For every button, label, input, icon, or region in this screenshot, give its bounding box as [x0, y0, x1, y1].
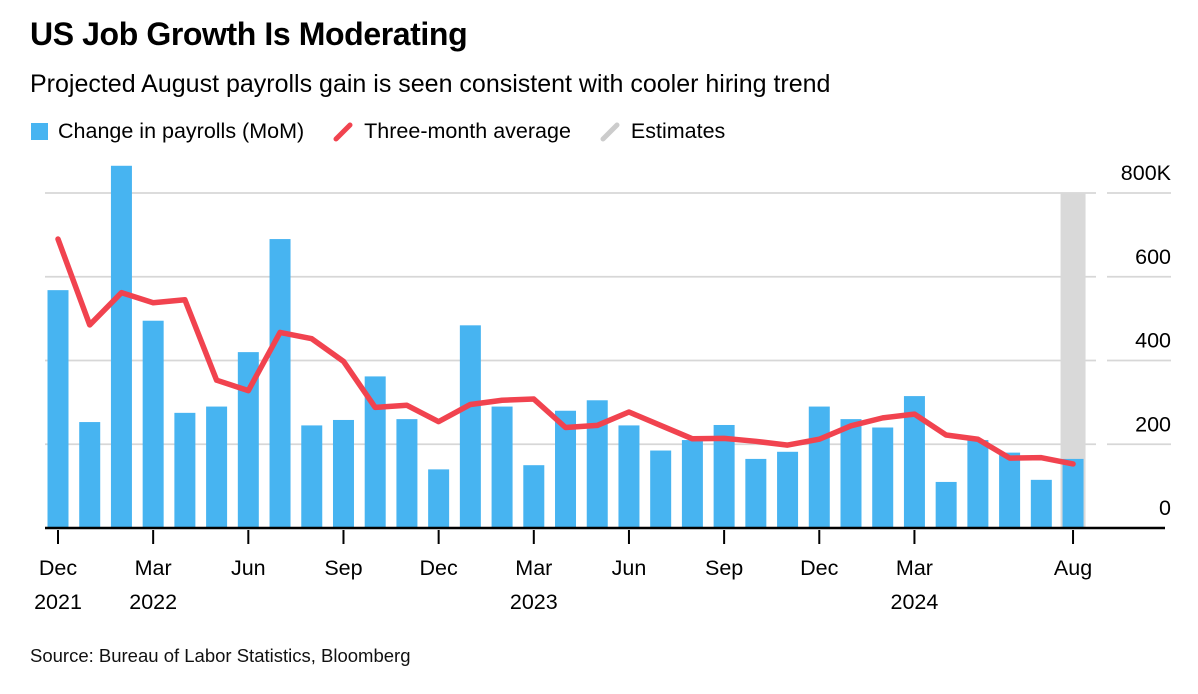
x-axis-year-label: 2021 [34, 590, 82, 614]
payroll-bar [935, 481, 957, 528]
payroll-bar [459, 325, 481, 528]
payroll-bar [903, 396, 925, 528]
payroll-bar [301, 425, 323, 528]
x-axis-year-label: 2022 [129, 590, 177, 614]
legend-average-label: Three-month average [364, 119, 571, 143]
y-axis-label: 400 [1135, 329, 1171, 353]
payroll-bar [618, 425, 640, 528]
legend-item-estimates: Estimates [599, 119, 725, 144]
x-axis-month-label: Jun [612, 556, 647, 580]
payroll-bar [967, 440, 989, 528]
y-axis-label: 200 [1135, 412, 1171, 436]
y-axis-label: 800K [1121, 161, 1172, 185]
payroll-bar [650, 450, 672, 528]
x-axis-month-label: Mar [135, 556, 172, 580]
payroll-bar [777, 451, 799, 528]
payroll-bar [332, 419, 354, 528]
x-axis-month-label: Dec [800, 556, 838, 580]
legend-item-average: Three-month average [332, 119, 571, 144]
payroll-bar [79, 422, 101, 528]
payroll-bar [1062, 458, 1084, 528]
payroll-bar [872, 427, 894, 528]
payroll-bar [681, 440, 703, 528]
payroll-bar [142, 320, 164, 528]
payroll-bar [269, 239, 291, 528]
payroll-bar [586, 400, 608, 528]
page-title: US Job Growth Is Moderating [30, 16, 468, 52]
payroll-bar [523, 465, 545, 528]
payroll-bar [396, 419, 418, 528]
x-axis-month-label: Dec [420, 556, 458, 580]
x-axis-year-label: 2023 [510, 590, 558, 614]
y-axis-label: 600 [1135, 245, 1171, 269]
source-note: Source: Bureau of Labor Statistics, Bloo… [30, 645, 411, 666]
y-axis-label: 0 [1159, 496, 1171, 520]
x-axis-year-label: 2024 [891, 590, 939, 614]
red-slash-icon [333, 122, 353, 141]
x-axis-month-label: Mar [896, 556, 933, 580]
x-axis-month-label: Sep [324, 556, 362, 580]
x-axis-month-label: Dec [39, 556, 77, 580]
payroll-bar [364, 376, 386, 528]
payroll-bar [1030, 479, 1052, 528]
payroll-bar [110, 165, 132, 528]
x-axis-month-label: Aug [1054, 556, 1092, 580]
payroll-bar [713, 424, 735, 528]
payroll-bar [174, 412, 196, 528]
payroll-bar [840, 419, 862, 528]
gray-slash-icon [600, 122, 620, 141]
payroll-bar [745, 458, 767, 528]
payroll-bar [999, 452, 1021, 528]
x-axis-month-label: Mar [515, 556, 552, 580]
legend-item-payrolls: Change in payrolls (MoM) [31, 119, 304, 144]
payroll-bar [491, 406, 513, 528]
payroll-bar [47, 290, 69, 528]
three-month-average-line [55, 236, 1076, 467]
chart-subtitle: Projected August payrolls gain is seen c… [30, 70, 831, 98]
payroll-bar [237, 352, 259, 528]
bar-swatch-icon [31, 123, 48, 140]
x-axis-month-label: Jun [231, 556, 266, 580]
payroll-bar [428, 469, 450, 528]
payroll-bar [555, 410, 577, 528]
legend-payrolls-label: Change in payrolls (MoM) [58, 119, 305, 143]
legend-estimates-label: Estimates [630, 119, 726, 143]
payroll-bar [206, 406, 228, 528]
payroll-bar [808, 406, 830, 528]
x-axis-month-label: Sep [705, 556, 743, 580]
chart-legend: Change in payrolls (MoM) Three-month ave… [31, 119, 725, 144]
